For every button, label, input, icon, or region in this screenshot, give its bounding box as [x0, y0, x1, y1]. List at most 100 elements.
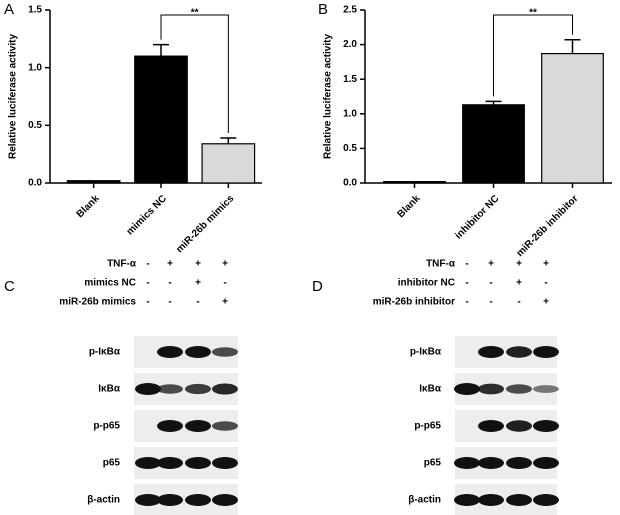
bar	[462, 104, 525, 184]
condition-sign: -	[196, 297, 199, 308]
blot-band	[157, 384, 183, 394]
blot-band	[506, 420, 532, 432]
error-bar	[485, 100, 502, 105]
condition-sign: +	[488, 259, 494, 270]
error-bar	[564, 39, 581, 54]
condition-sign: -	[544, 278, 547, 289]
panel-label: C	[4, 278, 15, 295]
blot-band	[212, 383, 238, 395]
condition-sign: +	[516, 278, 522, 289]
blot-band	[478, 420, 504, 432]
blot-band	[506, 494, 532, 506]
significance-bracket	[160, 14, 229, 134]
x-tick-label: mimics NC	[125, 193, 169, 237]
condition-sign: +	[222, 297, 228, 308]
condition-sign: -	[465, 259, 468, 270]
blot-band	[454, 494, 480, 506]
y-tick-label: 1.5	[343, 74, 357, 85]
panel-label: D	[312, 278, 323, 295]
x-tick-label: inhibitor NC	[453, 193, 501, 241]
panel-label: A	[4, 1, 14, 18]
band-label: p-p65	[93, 421, 120, 432]
y-tick-label: 1.5	[28, 5, 42, 16]
bar	[383, 181, 446, 184]
band-label: p-IκBα	[410, 347, 442, 358]
band-label: p65	[103, 458, 121, 469]
band-label: β-actin	[87, 495, 120, 506]
significance-bracket	[493, 14, 573, 97]
bar	[66, 180, 121, 184]
blot-band	[454, 383, 480, 395]
blot-band	[157, 420, 183, 432]
y-tick-label: 0.0	[343, 178, 357, 189]
panel-label: B	[318, 1, 328, 18]
y-tick-label: 0.5	[343, 143, 357, 154]
condition-sign: -	[146, 278, 149, 289]
band-label: p-IκBα	[89, 347, 121, 358]
blot-band	[478, 457, 504, 469]
blot-band	[185, 383, 211, 395]
blot-band	[212, 421, 238, 431]
blot-band	[212, 347, 238, 357]
condition-sign: -	[517, 297, 520, 308]
blot-band	[135, 457, 161, 469]
condition-sign: -	[465, 278, 468, 289]
condition-label: miR-26b mimics	[59, 297, 136, 308]
x-tick-label: miR-26b inhibitor	[515, 193, 581, 259]
y-tick-label: 1.0	[28, 62, 42, 73]
blot-band	[157, 457, 183, 469]
condition-sign: -	[489, 297, 492, 308]
blot-band	[185, 420, 211, 432]
bar	[541, 52, 604, 184]
blot-band	[506, 346, 532, 358]
blot-band	[212, 457, 238, 469]
condition-label: miR-26b inhibitor	[373, 297, 455, 308]
condition-sign: -	[146, 297, 149, 308]
blot-band	[185, 457, 211, 469]
y-tick-label: 2.0	[343, 39, 357, 50]
blot-band	[185, 346, 211, 358]
condition-sign: -	[146, 259, 149, 270]
condition-sign: -	[223, 278, 226, 289]
condition-sign: -	[168, 297, 171, 308]
band-label: p65	[424, 458, 442, 469]
band-label: IκBα	[419, 384, 442, 395]
condition-label: TNF-α	[107, 259, 137, 270]
y-axis-label: Relative luciferase activity	[8, 34, 19, 160]
y-tick-label: 0.0	[28, 178, 42, 189]
condition-sign: +	[543, 259, 549, 270]
condition-sign: +	[516, 259, 522, 270]
condition-label: TNF-α	[426, 259, 456, 270]
condition-sign: -	[168, 278, 171, 289]
blot-band	[135, 383, 161, 395]
condition-label: inhibitor NC	[398, 278, 455, 289]
y-tick-label: 1.0	[343, 108, 357, 119]
y-axis-label: Relative luciferase activity	[323, 34, 334, 160]
blot-band	[533, 494, 559, 506]
blot-band	[506, 457, 532, 469]
blot-band	[506, 384, 532, 394]
x-tick-label: Blank	[395, 193, 422, 220]
x-tick-label: miR-26b mimics	[174, 193, 236, 255]
blot-band	[157, 346, 183, 358]
error-bar	[153, 43, 169, 57]
band-label: IκBα	[98, 384, 121, 395]
condition-sign: -	[465, 297, 468, 308]
blot-band	[478, 383, 504, 395]
blot-band	[533, 385, 559, 393]
significance-label: **	[191, 8, 199, 19]
blot-band	[533, 420, 559, 432]
condition-sign: +	[195, 259, 201, 270]
bar	[201, 143, 256, 184]
condition-sign: +	[222, 259, 228, 270]
blot-band	[533, 457, 559, 469]
blot-band	[478, 494, 504, 506]
bar	[134, 55, 188, 184]
blot-band	[212, 494, 238, 506]
band-label: p-p65	[414, 421, 441, 432]
blot-band	[478, 346, 504, 358]
condition-sign: +	[195, 278, 201, 289]
blot-band	[157, 494, 183, 506]
blot-band	[454, 457, 480, 469]
